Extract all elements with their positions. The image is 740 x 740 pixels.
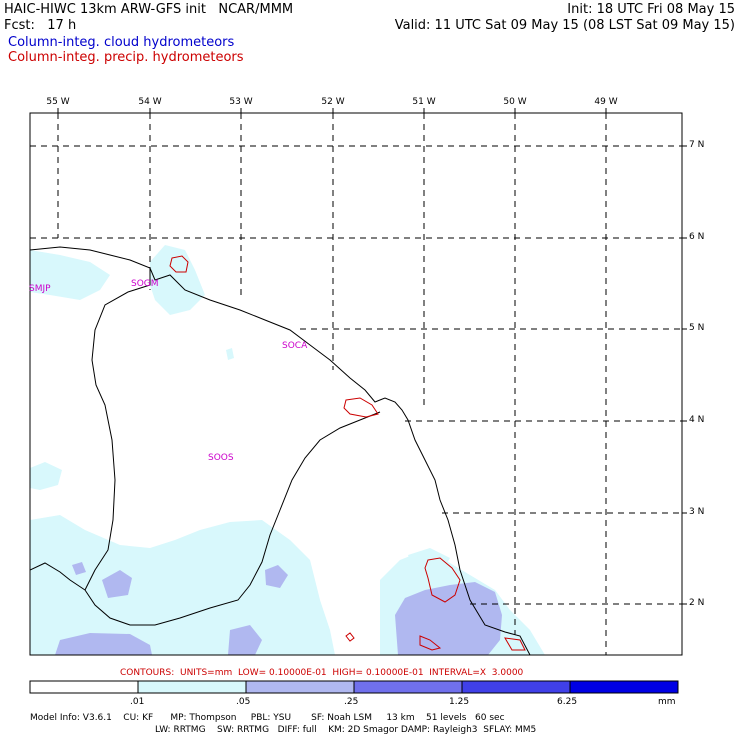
lat-label-5n: 5 N	[689, 323, 705, 333]
plot-title: HAIC-HIWC 13km ARW-GFS init NCAR/MMM	[4, 2, 294, 17]
model-info-line1: Model Info: V3.6.1 CU: KF MP: Thompson P…	[30, 713, 505, 723]
station-sogm: SOGM	[131, 279, 159, 289]
lon-label-55w: 55 W	[46, 97, 70, 107]
lon-label-49w: 49 W	[594, 97, 618, 107]
lon-label-53w: 53 W	[229, 97, 253, 107]
colorbar-bin-3	[353, 680, 463, 694]
colorbar-tick-2: .25	[344, 697, 359, 707]
lat-label-6n: 6 N	[689, 232, 705, 242]
colorbar-units: mm	[658, 697, 676, 707]
colorbar-bin-5	[569, 680, 679, 694]
station-soos: SOOS	[208, 453, 234, 463]
colorbar-tick-4: 6.25	[557, 697, 578, 707]
lon-label-52w: 52 W	[321, 97, 345, 107]
colorbar-bin-0	[29, 680, 139, 694]
colorbar-bin-4	[461, 680, 571, 694]
valid-time: Valid: 11 UTC Sat 09 May 15 (08 LST Sat …	[394, 18, 735, 33]
colorbar-bin-2	[245, 680, 355, 694]
colorbar	[29, 680, 679, 694]
lat-label-4n: 4 N	[689, 415, 705, 425]
lon-label-54w: 54 W	[138, 97, 162, 107]
station-soca: SOCA	[282, 341, 308, 351]
colorbar-tick-0: .01	[130, 697, 145, 707]
legend-cloud: Column-integ. cloud hydrometeors	[8, 35, 235, 50]
colorbar-tick-1: .05	[236, 697, 251, 707]
colorbar-tick-3: 1.25	[449, 697, 470, 707]
forecast-hour: Fcst: 17 h	[4, 18, 77, 33]
lat-label-3n: 3 N	[689, 507, 705, 517]
init-time: Init: 18 UTC Fri 08 May 15	[567, 2, 735, 17]
station-smjp: SMJP	[29, 284, 51, 294]
latlon-grid	[30, 113, 682, 655]
map-frame	[29, 112, 683, 656]
cloud-shading-light	[30, 245, 545, 655]
contour-info: CONTOURS: UNITS=mm LOW= 0.10000E-01 HIGH…	[120, 668, 524, 678]
legend-precip: Column-integ. precip. hydrometeors	[8, 50, 244, 65]
precip-contours	[169, 255, 526, 651]
lat-label-7n: 7 N	[689, 140, 705, 150]
lon-label-50w: 50 W	[503, 97, 527, 107]
coastline	[30, 246, 531, 655]
lon-label-51w: 51 W	[412, 97, 436, 107]
lat-label-2n: 2 N	[689, 598, 705, 608]
model-info-line2: LW: RRTMG SW: RRTMG DIFF: full KM: 2D Sm…	[155, 725, 537, 735]
colorbar-bin-1	[137, 680, 247, 694]
